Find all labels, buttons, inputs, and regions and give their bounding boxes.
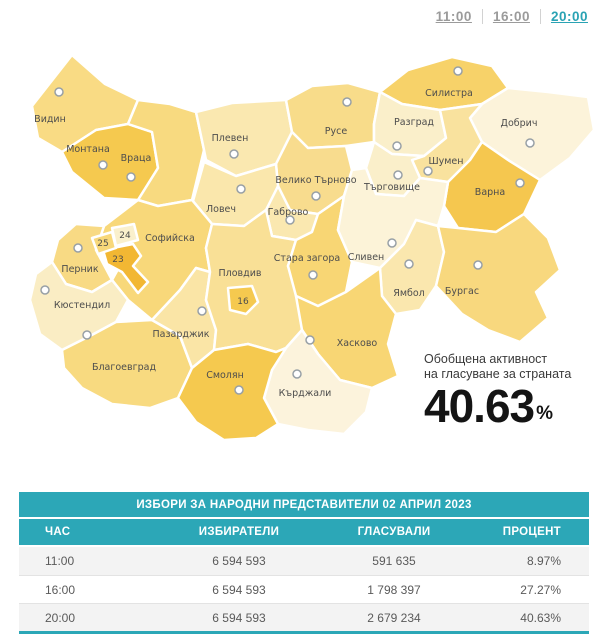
district-16-plovdiv[interactable] — [226, 284, 260, 316]
column-header-time: ЧАС — [45, 526, 71, 538]
city-marker — [392, 141, 402, 151]
column-header-percent: ПРОЦЕНТ — [502, 526, 561, 538]
city-marker — [525, 138, 535, 148]
turnout-summary: Обобщена активност на гласуване за стран… — [424, 352, 600, 432]
summary-caption-line1: Обобщена активност — [424, 352, 548, 366]
city-marker — [82, 330, 92, 340]
cell-voters: 6 594 593 — [212, 610, 266, 625]
city-marker — [308, 270, 318, 280]
city-marker — [453, 66, 463, 76]
tab-divider — [539, 9, 541, 24]
cell-time: 20:00 — [45, 610, 76, 625]
city-marker — [305, 335, 315, 345]
cell-voted: 2 679 234 — [367, 610, 421, 625]
tab-11-00[interactable]: 11:00 — [435, 9, 472, 24]
city-marker — [515, 178, 525, 188]
table-title: ИЗБОРИ ЗА НАРОДНИ ПРЕДСТАВИТЕЛИ 02 АПРИЛ… — [19, 492, 589, 519]
city-marker — [98, 160, 108, 170]
turnout-number: 40.63 — [424, 380, 535, 432]
region-smolyan[interactable] — [176, 342, 288, 442]
city-marker — [292, 369, 302, 379]
map-regions — [28, 53, 596, 442]
city-marker — [73, 243, 83, 253]
city-marker — [404, 259, 414, 269]
turnout-value: 40.63 % — [424, 380, 600, 432]
city-marker — [234, 385, 244, 395]
table-body: 11:00 6 594 593 591 635 8.97% 16:00 6 59… — [19, 547, 589, 634]
table-row: 11:00 6 594 593 591 635 8.97% — [19, 547, 589, 575]
percent-sign: % — [536, 403, 554, 424]
city-marker — [473, 260, 483, 270]
column-header-voted: ГЛАСУВАЛИ — [357, 526, 431, 538]
bulgaria-turnout-map: Видин Монтана Враца Плевен Русе Силистра… — [28, 53, 596, 442]
cell-percent: 40.63% — [520, 610, 561, 625]
table-header: ЧАС ИЗБИРАТЕЛИ ГЛАСУВАЛИ ПРОЦЕНТ — [19, 519, 589, 547]
city-marker — [54, 87, 64, 97]
city-marker — [285, 215, 295, 225]
cell-time: 11:00 — [45, 554, 75, 568]
table-row: 20:00 6 594 593 2 679 234 40.63% — [19, 603, 589, 631]
summary-caption-line2: на гласуване за страната — [424, 367, 572, 381]
tab-divider — [481, 9, 483, 24]
city-marker — [423, 166, 433, 176]
cell-voters: 6 594 593 — [212, 582, 266, 597]
table-row: 16:00 6 594 593 1 798 397 27.27% — [19, 575, 589, 603]
tab-20-00[interactable]: 20:00 — [550, 9, 588, 24]
city-marker — [197, 306, 207, 316]
city-marker — [393, 170, 403, 180]
cell-voted: 591 635 — [372, 554, 416, 568]
cell-voted: 1 798 397 — [367, 582, 421, 597]
cell-time: 16:00 — [45, 582, 76, 597]
results-table: ИЗБОРИ ЗА НАРОДНИ ПРЕДСТАВИТЕЛИ 02 АПРИЛ… — [19, 492, 589, 634]
city-marker — [342, 97, 352, 107]
cell-percent: 27.27% — [520, 582, 561, 597]
region-burgas[interactable] — [434, 212, 562, 344]
district-25-sofia[interactable] — [90, 230, 118, 256]
region-ruse[interactable] — [284, 81, 382, 150]
city-marker — [40, 285, 50, 295]
city-marker — [236, 184, 246, 194]
cell-percent: 8.97% — [526, 554, 561, 568]
cell-voters: 6 594 593 — [212, 554, 266, 568]
tab-16-00[interactable]: 16:00 — [492, 9, 530, 24]
time-tabs: 11:00 16:00 20:00 — [426, 9, 598, 24]
city-marker — [229, 149, 239, 159]
city-marker — [311, 191, 321, 201]
city-marker — [126, 172, 136, 182]
region-sliven[interactable] — [336, 166, 450, 270]
city-marker — [387, 238, 397, 248]
district-23-sofia[interactable] — [101, 242, 150, 295]
column-header-voters: ИЗБИРАТЕЛИ — [198, 526, 280, 538]
city-markers — [40, 66, 535, 395]
